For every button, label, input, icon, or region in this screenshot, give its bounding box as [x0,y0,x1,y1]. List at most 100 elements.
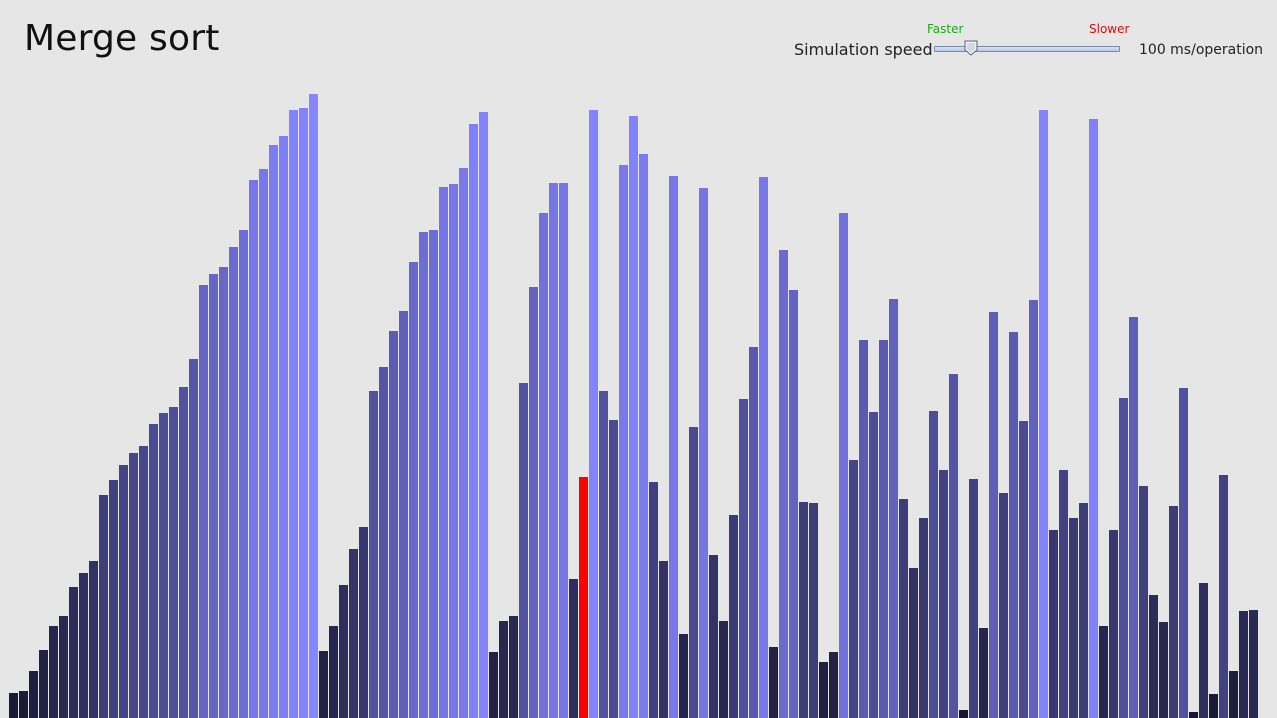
speed-value: 100 ms/operation [1139,42,1264,58]
bar [329,626,338,718]
bar [1139,486,1148,718]
bar [1109,530,1118,718]
bar [1249,610,1258,718]
bar [59,616,68,718]
bar [599,391,608,718]
bar [439,187,448,718]
bar [789,290,798,718]
bar [309,94,318,718]
bar [769,647,778,718]
bar [199,285,208,718]
bar [649,482,658,718]
bar [39,650,48,718]
bar [139,446,148,718]
bar [179,387,188,718]
bar [919,518,928,718]
bar [559,183,568,718]
bar [1019,421,1028,718]
bar [629,116,638,718]
bar [279,136,288,718]
bar [859,340,868,718]
bar [959,710,968,718]
bar [519,383,528,718]
bar [889,299,898,718]
bar [1069,518,1078,718]
bar [1169,506,1178,718]
bar [539,213,548,718]
bar [869,412,878,718]
slower-label: Slower [1089,22,1130,36]
bar [1159,622,1168,718]
bar [1059,470,1068,718]
bar [899,499,908,718]
bar [69,587,78,718]
bar [339,585,348,718]
bar [499,621,508,718]
bar [1189,712,1198,718]
speed-label: Simulation speed [794,40,933,59]
bar [1149,595,1158,718]
page-title: Merge sort [24,18,220,59]
bar [949,374,958,718]
bar [149,424,158,718]
bar [1229,671,1238,718]
bar [19,691,28,718]
bar [469,124,478,718]
bar [609,420,618,718]
bar [569,579,578,718]
speed-slider[interactable] [929,40,1126,56]
bar [749,347,758,718]
bar [929,411,938,718]
bar [619,165,628,718]
bar [449,184,458,718]
bar [389,331,398,718]
bar [639,154,648,718]
bar [849,460,858,718]
bar [429,230,438,718]
bar [1119,398,1128,718]
bar [239,230,248,718]
bar [1239,611,1248,718]
bar [969,479,978,718]
bar [509,616,518,718]
bar [809,503,818,718]
bar [259,169,268,718]
bar [1049,530,1058,718]
bar [289,110,298,718]
bar [419,232,428,718]
bar [459,168,468,718]
bar [1009,332,1018,718]
bar [319,651,328,718]
bar [679,634,688,718]
bar [189,359,198,718]
bar [1129,317,1138,718]
bar [1039,110,1048,718]
bar [729,515,738,718]
bar [1079,503,1088,718]
bar [1099,626,1108,718]
bar [989,312,998,718]
bar [9,693,18,718]
bar [689,427,698,718]
bar [529,287,538,718]
bar [79,573,88,718]
bar [819,662,828,718]
bar [249,180,258,718]
bar [409,262,418,718]
bar [879,340,888,718]
slider-track[interactable] [934,46,1120,52]
bar [909,568,918,718]
faster-label: Faster [927,22,964,36]
bar [209,274,218,718]
bar [1089,119,1098,718]
bar [549,183,558,718]
slider-thumb-icon[interactable] [964,40,978,56]
bar [359,527,368,718]
bar [89,561,98,718]
bar [1209,694,1218,718]
bar [779,250,788,718]
bar [479,112,488,718]
bar [119,465,128,718]
